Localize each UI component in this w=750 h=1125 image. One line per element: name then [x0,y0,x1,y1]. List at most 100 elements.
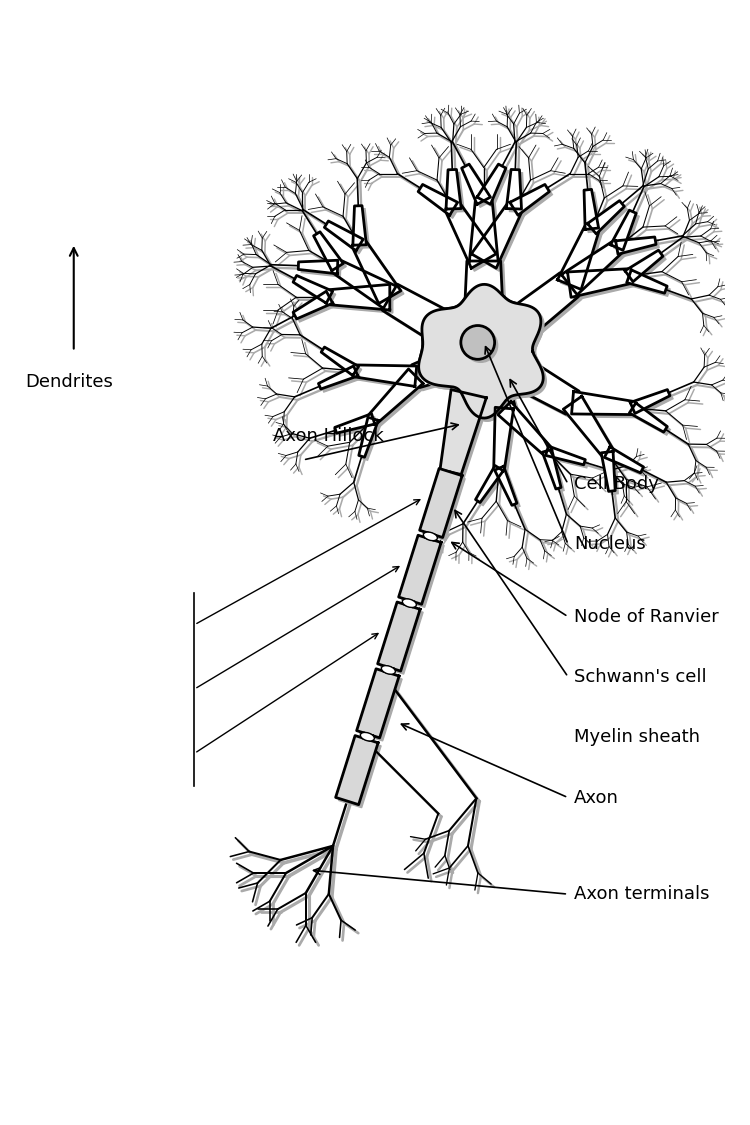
Text: Nucleus: Nucleus [574,536,646,554]
Polygon shape [382,666,394,674]
Polygon shape [296,295,336,322]
Polygon shape [358,417,378,457]
Polygon shape [378,602,420,672]
Polygon shape [443,393,489,477]
Polygon shape [548,449,588,468]
Polygon shape [360,672,402,741]
Polygon shape [449,172,464,213]
Polygon shape [356,209,370,249]
Polygon shape [619,240,659,258]
Polygon shape [627,270,667,294]
Ellipse shape [424,532,437,541]
Polygon shape [471,205,521,268]
Polygon shape [501,405,554,458]
Text: Schwann's cell: Schwann's cell [574,668,706,686]
Circle shape [460,325,494,359]
Circle shape [464,328,498,362]
Polygon shape [472,350,518,415]
Polygon shape [625,250,663,281]
Polygon shape [352,206,367,245]
Polygon shape [419,285,543,418]
Polygon shape [298,260,338,273]
Polygon shape [321,348,358,376]
Polygon shape [584,189,598,229]
Polygon shape [422,287,546,421]
Polygon shape [420,468,462,538]
Polygon shape [332,287,393,313]
Polygon shape [562,242,622,295]
Polygon shape [476,466,503,503]
Polygon shape [616,237,656,254]
Polygon shape [498,469,520,509]
Polygon shape [334,261,396,308]
Polygon shape [513,188,553,218]
Polygon shape [422,188,460,218]
Polygon shape [498,402,550,455]
Polygon shape [587,192,602,233]
Polygon shape [542,449,561,489]
Polygon shape [324,350,362,378]
Polygon shape [587,200,624,234]
Polygon shape [545,447,585,465]
Polygon shape [480,168,509,207]
Polygon shape [462,164,490,205]
Polygon shape [358,368,420,389]
Polygon shape [472,204,501,264]
Polygon shape [472,272,578,367]
Polygon shape [314,232,344,271]
Polygon shape [386,287,496,371]
Polygon shape [369,369,423,423]
Polygon shape [630,273,670,296]
Polygon shape [604,455,618,494]
Polygon shape [415,339,493,390]
Polygon shape [449,208,500,271]
Polygon shape [329,285,390,310]
Polygon shape [319,366,358,389]
Polygon shape [338,416,378,436]
Polygon shape [328,224,366,254]
Polygon shape [402,538,444,608]
Polygon shape [322,369,361,391]
Polygon shape [568,269,630,297]
Polygon shape [470,346,514,412]
Polygon shape [334,414,375,433]
Polygon shape [412,335,490,387]
Polygon shape [362,732,373,741]
Polygon shape [465,168,494,207]
Text: Myelin sheath: Myelin sheath [574,728,700,746]
Text: Axon terminals: Axon terminals [574,885,710,903]
Text: Axon Hillock: Axon Hillock [273,426,383,444]
Polygon shape [419,184,458,215]
Polygon shape [572,392,633,415]
Polygon shape [302,263,340,277]
Text: Axon: Axon [574,789,619,807]
Polygon shape [496,411,517,471]
Polygon shape [404,598,415,608]
Polygon shape [419,285,543,418]
Polygon shape [565,244,625,298]
Polygon shape [293,291,333,318]
Polygon shape [474,208,524,271]
Polygon shape [633,393,673,416]
Polygon shape [296,279,336,306]
Polygon shape [362,421,381,460]
Polygon shape [353,241,401,304]
Polygon shape [475,335,579,414]
Ellipse shape [360,732,374,741]
Polygon shape [293,276,333,303]
Polygon shape [545,452,564,492]
Polygon shape [423,471,465,540]
Polygon shape [478,468,506,505]
Polygon shape [316,235,346,273]
Polygon shape [356,364,417,386]
Polygon shape [470,200,498,261]
Polygon shape [506,170,521,209]
Polygon shape [475,276,581,370]
Polygon shape [574,395,636,417]
Text: Node of Ranvier: Node of Ranvier [574,608,719,626]
Polygon shape [339,739,381,808]
Polygon shape [440,389,486,475]
Polygon shape [357,668,399,738]
Polygon shape [372,372,426,426]
Polygon shape [325,220,363,251]
